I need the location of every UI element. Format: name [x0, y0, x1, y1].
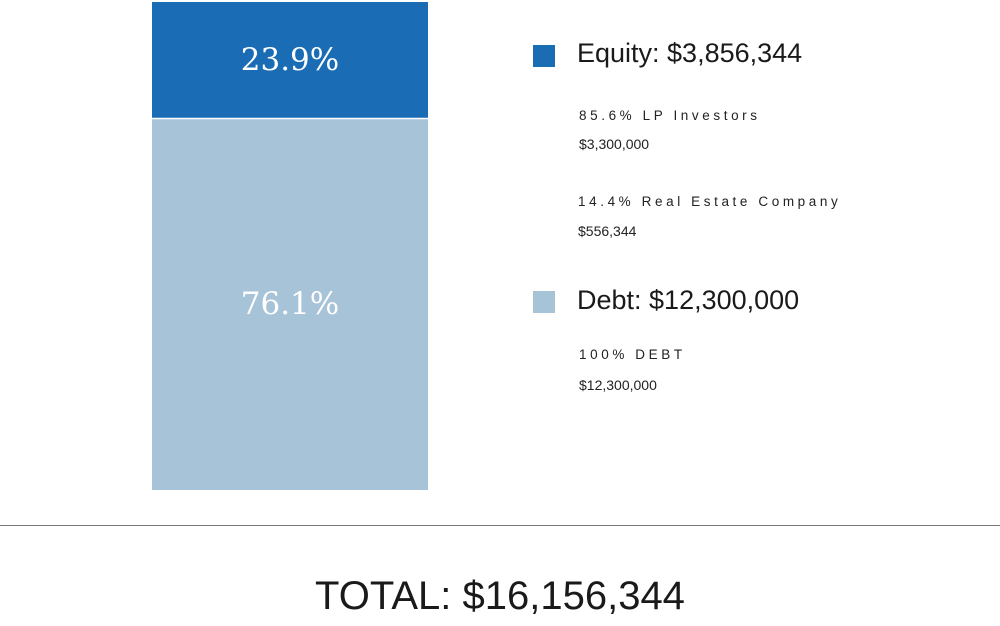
total-label: TOTAL: $16,156,344 [315, 574, 685, 618]
debt-detail-label: 100% DEBT [579, 347, 686, 362]
real-estate-company-value: $556,344 [578, 223, 637, 239]
lp-investors-label: 85.6% LP Investors [579, 108, 761, 123]
debt-detail-value: $12,300,000 [579, 377, 657, 393]
debt-legend-title: Debt: $12,300,000 [577, 285, 800, 315]
equity-legend-title: Equity: $3,856,344 [577, 38, 803, 68]
lp-investors-value: $3,300,000 [579, 136, 650, 152]
real-estate-company-label: 14.4% Real Estate Company [578, 194, 842, 209]
bar-segment-equity [152, 2, 428, 119]
debt-legend-swatch [533, 291, 555, 313]
equity-legend-swatch [533, 45, 555, 67]
stacked-bar-chart: 23.9% 76.1% [152, 2, 428, 491]
divider-line [0, 525, 1000, 526]
bar-segment-debt [152, 118, 428, 491]
bar-label-debt: 76.1% [241, 286, 339, 322]
bar-label-equity: 23.9% [241, 42, 339, 78]
